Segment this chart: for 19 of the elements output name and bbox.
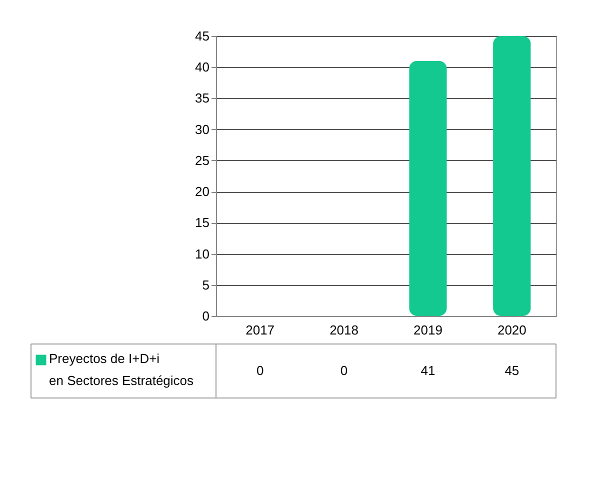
- y-tick-label: 25: [195, 152, 210, 168]
- y-tick-label: 0: [202, 308, 210, 324]
- data-label: 45: [504, 363, 520, 378]
- y-tick-label: 10: [195, 246, 210, 262]
- y-tick-label: 45: [195, 28, 210, 44]
- y-tick-label: 20: [195, 184, 210, 200]
- y-tick-label: 30: [195, 122, 210, 137]
- data-label: 0: [340, 363, 348, 378]
- x-tick-label: 2020: [497, 322, 526, 338]
- y-tick-label: 15: [195, 215, 210, 230]
- data-label: 0: [256, 363, 264, 378]
- data-label: 41: [420, 363, 436, 378]
- x-tick-label: 2017: [246, 322, 275, 338]
- y-tick-label: 35: [195, 90, 210, 106]
- y-tick-label: 40: [195, 60, 210, 75]
- legend-label: Preyectos de I+D+i en Sectores Estratégicos: [49, 351, 194, 388]
- y-tick-label: 5: [202, 277, 210, 292]
- x-tick-label: 2019: [414, 322, 442, 338]
- x-tick-label: 2018: [330, 322, 358, 338]
